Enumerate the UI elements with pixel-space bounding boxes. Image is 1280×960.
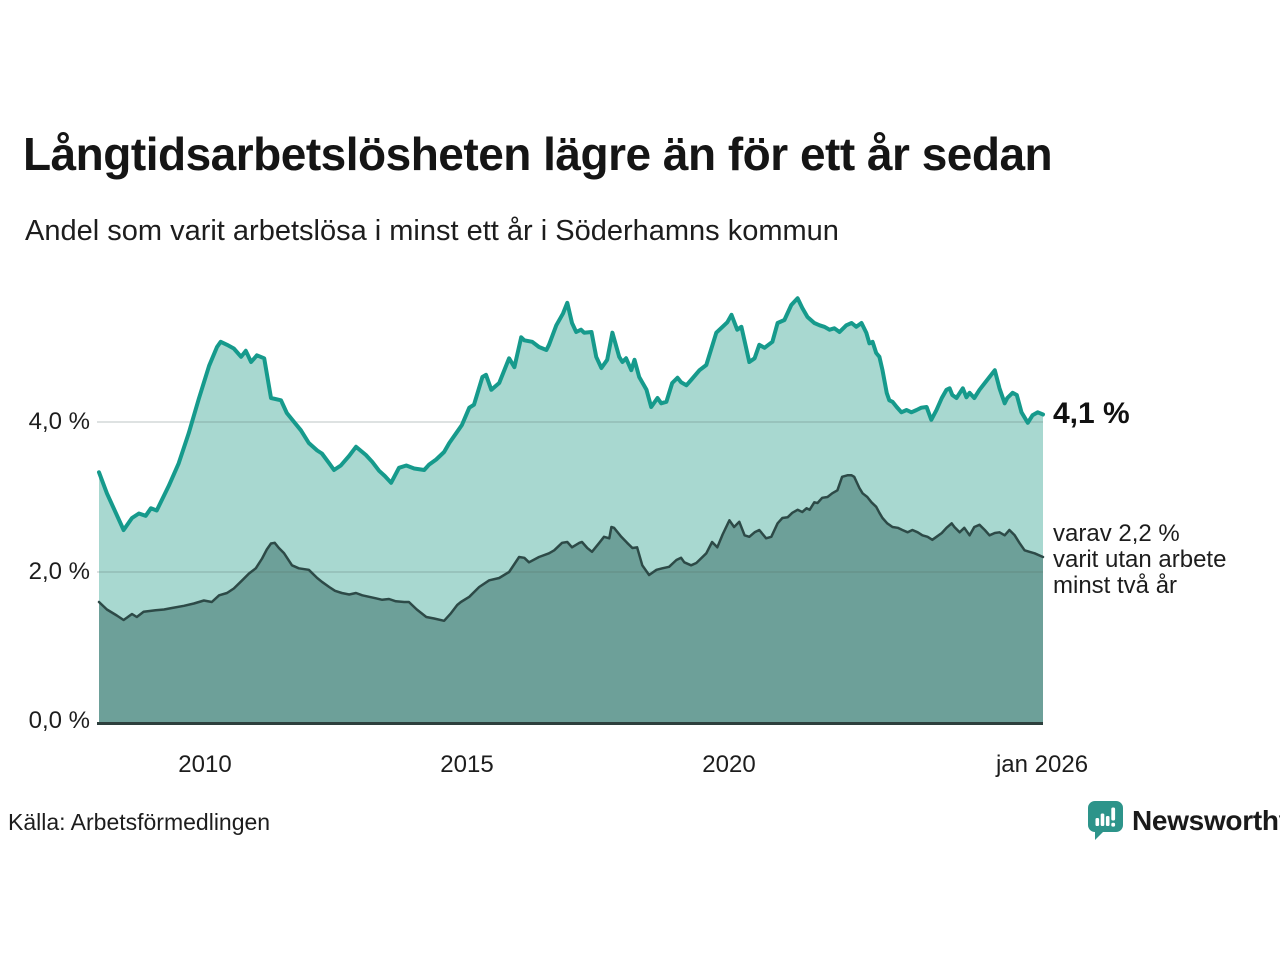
x-axis-tick-2015: 2015 [440,751,494,778]
secondary-value-line3: minst två år [1053,572,1178,599]
latest-value-label: 4,1 % [1053,397,1130,430]
newsworthy-logo-icon [1088,801,1123,840]
series-2yr-area [99,475,1043,722]
source-attribution: Källa: Arbetsförmedlingen [8,809,271,835]
y-axis-tick-4: 4,0 % [28,408,90,435]
y-axis-tick-2: 2,0 % [28,558,90,585]
secondary-value-line1: varav 2,2 % [1053,520,1180,547]
x-axis-tick-2010: 2010 [178,751,232,778]
page-title: Långtidsarbetslösheten lägre än för ett … [23,128,1053,180]
series-2yr-line [97,474,1045,623]
series-1yr-line [97,296,1045,532]
x-axis-tick-2020: 2020 [702,751,756,778]
y-axis-tick-0: 0,0 % [28,707,90,734]
secondary-value-line2: varit utan arbete [1053,546,1227,573]
x-axis-tick-jan-2026: jan 2026 [995,751,1089,778]
secondary-value-label: varav 2,2 % varit utan arbete minst två … [1053,521,1226,599]
newsworthy-brand-text: Newsworthy [1132,805,1280,836]
page-subtitle: Andel som varit arbetslösa i minst ett å… [25,215,839,247]
newsworthy-logo: Newsworthy [1087,800,1280,842]
